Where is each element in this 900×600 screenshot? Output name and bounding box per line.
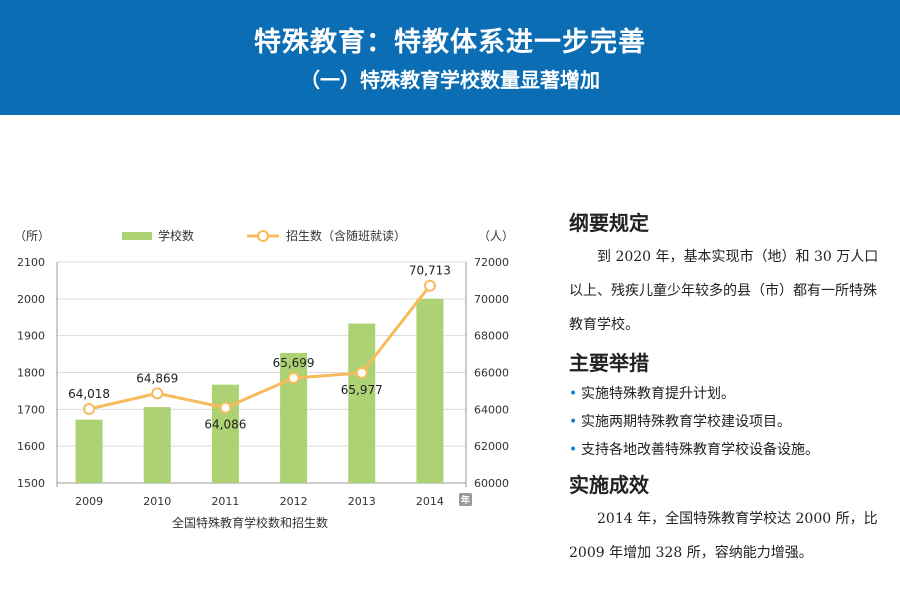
legend-bar-swatch (122, 232, 152, 240)
bullet-icon: • (569, 442, 578, 458)
x-tick-label: 2012 (280, 495, 308, 508)
enrollment-line (88, 284, 432, 411)
page-title: 特殊教育：特教体系进一步完善 (254, 27, 646, 58)
right-tick-label: 64000 (474, 403, 509, 416)
left-tick-label: 1900 (17, 330, 45, 343)
left-axis-unit: （所） (14, 229, 50, 243)
bullet-text: 实施特殊教育提升计划。 (581, 386, 735, 402)
line-point-2012 (287, 372, 300, 385)
right-tick-label: 62000 (474, 440, 509, 453)
bullet-item: • 实施特殊教育提升计划。 (569, 380, 889, 408)
data-label: 64,018 (68, 387, 110, 401)
data-label: 70,713 (409, 264, 451, 278)
line-point-2009 (83, 403, 96, 416)
bullet-text: 实施两期特殊教育学校建设项目。 (581, 414, 791, 430)
section-text: 到 2020 年，基本实现市（地）和 30 万人口以上、残疾儿童少年较多的县（市… (569, 249, 879, 333)
left-tick-label: 1600 (17, 440, 45, 453)
line-point-2013 (355, 366, 368, 379)
legend-marker-icon (257, 230, 269, 242)
right-tick-label: 70000 (474, 293, 509, 306)
bullet-item: • 支持各地改善特殊教育学校设备设施。 (569, 436, 889, 464)
left-tick-label: 2100 (17, 256, 45, 269)
x-unit-badge (459, 493, 472, 506)
bullet-icon: • (569, 386, 578, 402)
x-tick-label: 2009 (75, 495, 103, 508)
section-heading: 实施成效 (569, 473, 649, 497)
right-tick-label: 72000 (474, 256, 509, 269)
bullet-text: 支持各地改善特殊教育学校设备设施。 (581, 442, 819, 458)
bar-2014 (416, 298, 444, 483)
bar-2011 (211, 384, 239, 483)
legend-line-label: 招生数（含随班就读） (286, 228, 406, 243)
x-tick-label: 2010 (143, 495, 171, 508)
section-text: 2014 年，全国特殊教育学校达 2000 所，比 2009 年增加 328 所… (569, 511, 878, 561)
side-text: 纲要规定 到 2020 年，基本实现市（地）和 30 万人口以上、残疾儿童少年较… (569, 208, 889, 570)
bar-2009 (75, 419, 103, 483)
right-tick-label: 66000 (474, 367, 509, 380)
header-banner: 特殊教育：特教体系进一步完善 （一）特殊教育学校数量显著增加 (0, 0, 900, 115)
chart-title: 全国特殊教育学校数和招生数 (172, 515, 328, 530)
right-axis-unit: （人） (478, 229, 514, 243)
right-tick-label: 60000 (474, 477, 509, 490)
x-tick-label: 2014 (416, 495, 444, 508)
line-point-2014 (423, 279, 436, 292)
bar-2013 (348, 323, 376, 483)
combo-chart: 1500 60000 1600 62000 1700 64000 1800 66000 1900… (14, 228, 514, 530)
data-label: 64,086 (204, 418, 246, 432)
section-heading: 纲要规定 (569, 211, 649, 235)
right-tick-label: 68000 (474, 330, 509, 343)
line-point-2010 (151, 387, 164, 400)
x-unit-label: 年 (461, 494, 470, 506)
data-label: 65,977 (341, 383, 383, 397)
section-heading: 主要举措 (569, 351, 649, 375)
bullet-icon: • (569, 414, 578, 430)
bar-2010 (143, 407, 171, 483)
bullet-item: • 实施两期特殊教育学校建设项目。 (569, 408, 889, 436)
data-label: 64,869 (136, 371, 178, 385)
x-tick-label: 2011 (211, 495, 239, 508)
left-tick-label: 1500 (17, 477, 45, 490)
line-point-2011 (219, 401, 232, 414)
legend-bar-label: 学校数 (158, 228, 194, 243)
data-label: 65,699 (273, 356, 315, 370)
x-tick-label: 2013 (348, 495, 376, 508)
left-tick-label: 1800 (17, 367, 45, 380)
page-subtitle: （一）特殊教育学校数量显著增加 (300, 68, 600, 92)
left-tick-label: 2000 (17, 293, 45, 306)
left-tick-label: 1700 (17, 403, 45, 416)
